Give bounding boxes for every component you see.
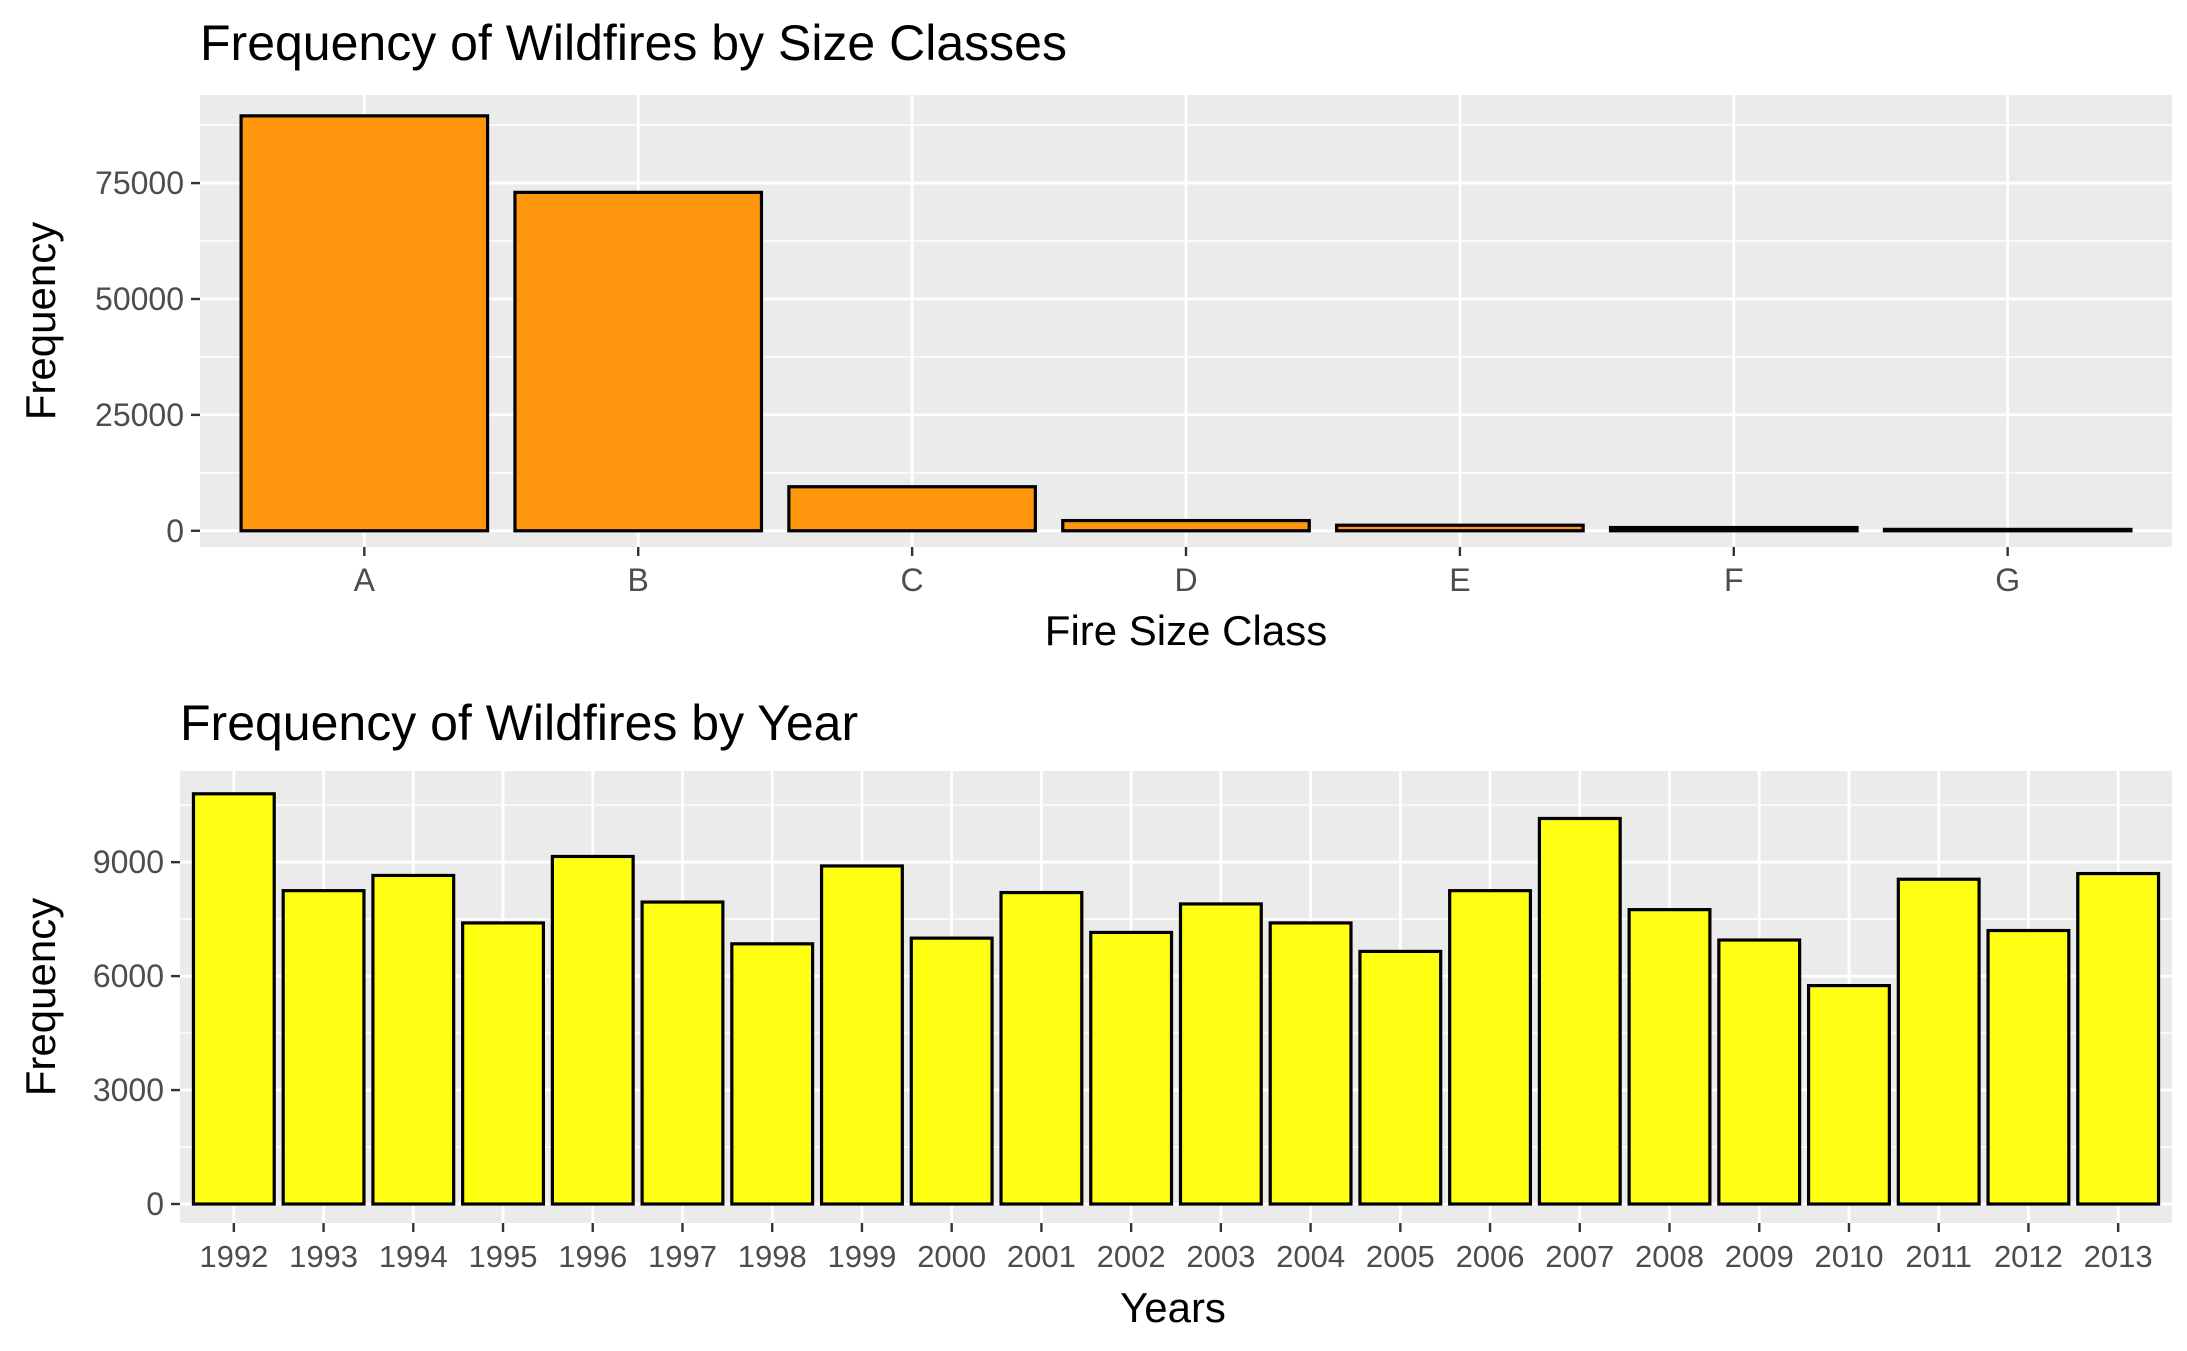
x-tick-label: 2008 — [1635, 1239, 1704, 1274]
bar-2002 — [1089, 930, 1174, 1206]
chart-size-classes: Frequency of Wildfires by Size Classes 0… — [17, 15, 2172, 654]
bar-C — [787, 485, 1037, 533]
chart1-y-axis-title: Frequency — [17, 222, 64, 420]
bar-2006 — [1448, 889, 1533, 1206]
x-tick-label: 1992 — [199, 1239, 268, 1274]
bar-1992 — [191, 792, 276, 1206]
x-tick-label: B — [628, 562, 649, 598]
bar-1999 — [819, 864, 904, 1206]
x-tick-label: 2012 — [1994, 1239, 2063, 1274]
x-tick-label: 2007 — [1545, 1239, 1614, 1274]
x-tick-label: 2005 — [1366, 1239, 1435, 1274]
chart2-y-axis-title: Frequency — [17, 898, 64, 1096]
bar-G — [1882, 527, 2133, 533]
y-tick-label: 0 — [146, 1186, 164, 1222]
y-tick-label: 50000 — [95, 281, 184, 317]
bar-2007 — [1537, 816, 1622, 1206]
chart2-x-axis-title: Years — [1120, 1284, 1226, 1331]
x-tick-label: 1997 — [648, 1239, 717, 1274]
x-tick-label: F — [1724, 562, 1744, 598]
bar-2008 — [1627, 908, 1712, 1206]
bar-D — [1061, 518, 1311, 533]
bar-1997 — [640, 900, 725, 1206]
x-tick-label: 1994 — [379, 1239, 448, 1274]
bar-A — [239, 114, 490, 533]
x-tick-label: 2001 — [1007, 1239, 1076, 1274]
y-tick-label: 3000 — [93, 1072, 164, 1108]
x-tick-label: D — [1174, 562, 1197, 598]
bar-2009 — [1717, 938, 1802, 1206]
x-tick-label: 2011 — [1905, 1239, 1972, 1274]
x-tick-label: 2006 — [1456, 1239, 1525, 1274]
y-tick-label: 75000 — [95, 165, 184, 201]
x-tick-label: C — [901, 562, 924, 598]
bar-1994 — [371, 873, 456, 1206]
bar-2012 — [1986, 928, 2071, 1206]
bar-2005 — [1358, 949, 1443, 1206]
x-tick-label: 2010 — [1814, 1239, 1883, 1274]
x-tick-label: 1998 — [738, 1239, 807, 1274]
chart1-x-axis-title: Fire Size Class — [1045, 607, 1327, 654]
bar-E — [1335, 523, 1585, 533]
x-tick-label: 2003 — [1186, 1239, 1255, 1274]
y-tick-label: 6000 — [93, 958, 164, 994]
chart1-y-axis: 0 25000 50000 75000 — [95, 165, 200, 549]
bar-2013 — [2076, 871, 2161, 1206]
x-tick-label: 2004 — [1276, 1239, 1345, 1274]
bar-1998 — [730, 942, 815, 1206]
x-tick-label: G — [1995, 562, 2020, 598]
bar-2011 — [1896, 877, 1981, 1206]
x-tick-label: 1993 — [289, 1239, 358, 1274]
y-tick-label: 9000 — [93, 844, 164, 880]
chart1-x-axis: A B C D E F G — [354, 547, 2020, 598]
chart2-x-axis: 1992 1993 1994 1995 1996 1997 1998 1999 2000 2001… — [199, 1223, 2153, 1274]
x-tick-label: E — [1449, 562, 1470, 598]
chart2-y-axis: 0 3000 6000 9000 — [93, 844, 180, 1222]
bar-F — [1608, 525, 1859, 533]
x-tick-label: 2013 — [2084, 1239, 2153, 1274]
x-tick-label: 1999 — [827, 1239, 896, 1274]
bar-2004 — [1268, 921, 1353, 1206]
y-tick-label: 0 — [166, 513, 184, 549]
chart1-title: Frequency of Wildfires by Size Classes — [200, 15, 1067, 71]
bar-2000 — [909, 936, 994, 1206]
chart2-title: Frequency of Wildfires by Year — [180, 695, 858, 751]
bar-1996 — [550, 854, 635, 1206]
x-tick-label: 1996 — [558, 1239, 627, 1274]
bar-1993 — [281, 889, 366, 1206]
bar-2001 — [999, 890, 1084, 1206]
chart1-bars — [239, 114, 2133, 533]
y-tick-label: 25000 — [95, 397, 184, 433]
bar-1995 — [461, 921, 546, 1206]
chart-by-year: Frequency of Wildfires by Year 0 3000 6000… — [17, 695, 2172, 1331]
bar-B — [513, 190, 764, 533]
x-tick-label: A — [354, 562, 376, 598]
x-tick-label: 1995 — [469, 1239, 538, 1274]
x-tick-label: 2000 — [917, 1239, 986, 1274]
x-tick-label: 2002 — [1097, 1239, 1166, 1274]
bar-2003 — [1178, 902, 1263, 1206]
chart2-bars — [191, 792, 2161, 1206]
bar-2010 — [1806, 984, 1891, 1206]
x-tick-label: 2009 — [1725, 1239, 1794, 1274]
